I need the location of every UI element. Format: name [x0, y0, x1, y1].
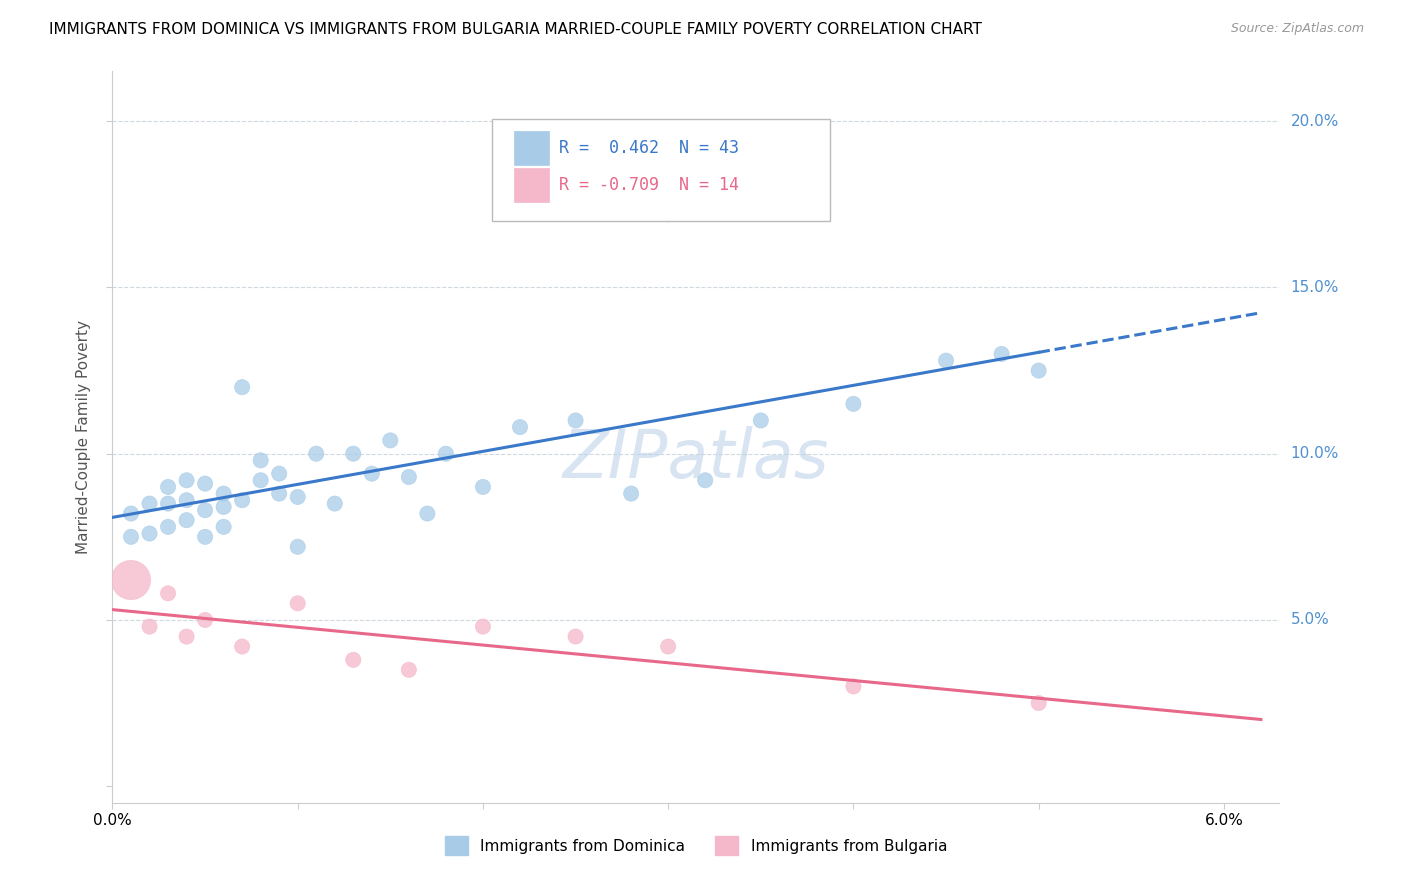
Point — [842, 397, 865, 411]
Point — [657, 640, 679, 654]
Text: Source: ZipAtlas.com: Source: ZipAtlas.com — [1230, 22, 1364, 36]
Y-axis label: Married-Couple Family Poverty: Married-Couple Family Poverty — [76, 320, 91, 554]
Text: 10.0%: 10.0% — [1291, 446, 1339, 461]
Text: R =  0.462  N = 43: R = 0.462 N = 43 — [560, 139, 740, 157]
Point — [157, 497, 180, 511]
Point — [249, 453, 271, 467]
Point — [157, 520, 180, 534]
Point — [138, 497, 160, 511]
Point — [305, 447, 328, 461]
Point — [1028, 696, 1050, 710]
Point — [416, 507, 439, 521]
Point — [194, 503, 217, 517]
Point — [323, 497, 346, 511]
Text: 5.0%: 5.0% — [1291, 613, 1329, 627]
Text: IMMIGRANTS FROM DOMINICA VS IMMIGRANTS FROM BULGARIA MARRIED-COUPLE FAMILY POVER: IMMIGRANTS FROM DOMINICA VS IMMIGRANTS F… — [49, 22, 981, 37]
Point — [176, 493, 198, 508]
Point — [380, 434, 402, 448]
FancyBboxPatch shape — [492, 119, 830, 221]
Point — [509, 420, 531, 434]
FancyBboxPatch shape — [515, 131, 548, 165]
Point — [935, 353, 957, 368]
Point — [842, 680, 865, 694]
Point — [269, 486, 291, 500]
Text: 15.0%: 15.0% — [1291, 280, 1339, 295]
Point — [120, 573, 142, 587]
Point — [231, 380, 253, 394]
Point — [398, 663, 420, 677]
Point — [471, 480, 494, 494]
Text: ZIPatlas: ZIPatlas — [562, 426, 830, 492]
Point — [176, 473, 198, 487]
Point — [269, 467, 291, 481]
Point — [564, 413, 586, 427]
Legend: Immigrants from Dominica, Immigrants from Bulgaria: Immigrants from Dominica, Immigrants fro… — [439, 830, 953, 861]
Point — [231, 493, 253, 508]
Point — [564, 630, 586, 644]
Point — [342, 447, 364, 461]
Point — [657, 207, 679, 221]
Point — [287, 490, 309, 504]
Point — [176, 630, 198, 644]
Point — [434, 447, 457, 461]
Point — [287, 596, 309, 610]
Point — [360, 467, 382, 481]
Point — [138, 619, 160, 633]
Text: 20.0%: 20.0% — [1291, 114, 1339, 128]
Text: R = -0.709  N = 14: R = -0.709 N = 14 — [560, 176, 740, 194]
Point — [1028, 363, 1050, 377]
Point — [471, 619, 494, 633]
Point — [194, 530, 217, 544]
Point — [287, 540, 309, 554]
Point — [120, 530, 142, 544]
Point — [157, 586, 180, 600]
Point — [120, 507, 142, 521]
Point — [194, 476, 217, 491]
Point — [138, 526, 160, 541]
Point — [749, 413, 772, 427]
Point — [212, 520, 235, 534]
Point — [342, 653, 364, 667]
Point — [212, 500, 235, 514]
Point — [398, 470, 420, 484]
Point — [212, 486, 235, 500]
Point — [231, 640, 253, 654]
Point — [157, 480, 180, 494]
Point — [990, 347, 1012, 361]
Point — [194, 613, 217, 627]
FancyBboxPatch shape — [515, 168, 548, 202]
Point — [620, 486, 643, 500]
Point — [249, 473, 271, 487]
Point — [695, 473, 717, 487]
Point — [176, 513, 198, 527]
